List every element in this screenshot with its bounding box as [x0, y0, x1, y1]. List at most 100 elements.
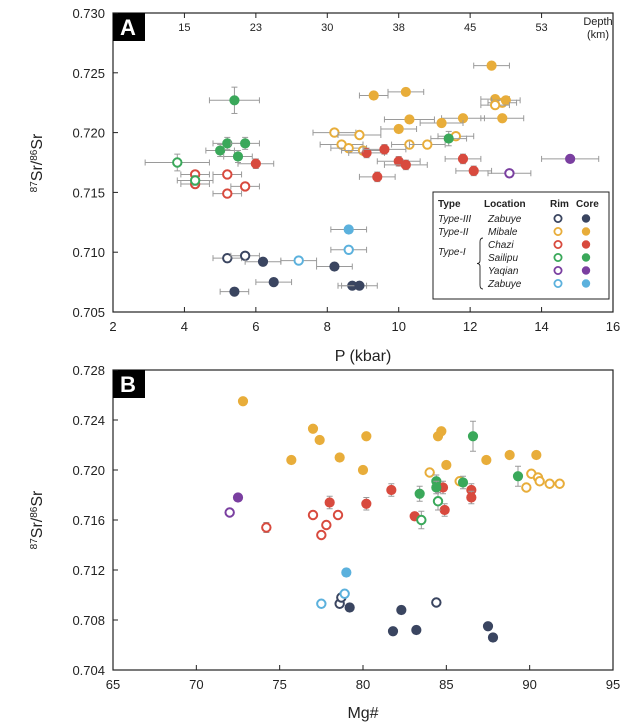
marker-filled: [215, 145, 226, 156]
marker-open: [316, 598, 327, 609]
legend-header: Location: [484, 199, 526, 210]
legend-location-label: Chazi: [488, 240, 514, 251]
data-point-sailipu-core: [414, 485, 425, 502]
data-point-mibale-rim: [521, 482, 532, 493]
panel-a-letter: A: [120, 15, 136, 40]
y-tick-label: 0.704: [72, 663, 105, 678]
data-point-chazi-core: [324, 495, 335, 510]
marker-open: [534, 476, 545, 487]
data-point-chazi-core: [444, 153, 482, 165]
marker-filled: [482, 621, 494, 632]
marker-open: [239, 250, 251, 261]
data-point-sailipu-core: [430, 130, 468, 147]
marker-filled: [565, 153, 576, 165]
data-point-chazi-core: [383, 159, 428, 171]
marker-filled: [441, 459, 452, 471]
data-point-sailipu-rim: [144, 153, 210, 172]
y-tick-label: 0.708: [72, 613, 105, 628]
panel-a-plot-area: [112, 12, 614, 313]
data-point-zabuye-rim: [280, 255, 318, 266]
marker-open: [329, 127, 340, 138]
data-point-sailipu-core: [512, 465, 524, 487]
data-point-mibale-core: [419, 117, 464, 129]
panel-b-ylabel: 87Sr/86Sr: [29, 490, 47, 549]
marker-open: [432, 496, 444, 507]
x-tick-label: 12: [463, 319, 477, 334]
marker-open: [431, 597, 442, 608]
marker-open: [489, 99, 501, 111]
legend-rim-marker: [553, 239, 563, 249]
x-tick-label: 14: [534, 319, 548, 334]
marker-filled: [468, 165, 479, 176]
data-point-mibale-rim: [554, 478, 565, 489]
marker-filled: [229, 286, 240, 297]
data-point-chazi-rim: [316, 529, 327, 541]
marker-filled: [324, 497, 335, 508]
x-tick-label: 90: [522, 677, 536, 692]
marker-filled: [414, 488, 425, 499]
legend-header: Type: [438, 199, 461, 210]
data-point-mibale-core: [237, 396, 249, 407]
marker-filled: [400, 159, 411, 170]
marker-open: [321, 519, 332, 531]
marker-filled: [512, 471, 524, 482]
marker-open: [222, 252, 233, 264]
data-point-mibale-core: [361, 431, 372, 442]
legend-location-label: Zabuye: [487, 214, 522, 225]
data-point-zabuye-core: [396, 604, 407, 616]
legend-core-marker: [581, 253, 591, 262]
x-tick-label: 70: [189, 677, 203, 692]
data-point-mibale-core: [441, 113, 485, 124]
marker-open: [416, 514, 427, 526]
legend-rim-marker: [553, 226, 563, 236]
panel-a-letter-bg: [113, 13, 145, 41]
data-point-chazi-core: [361, 497, 372, 511]
legend-location-label: Zabuye: [487, 279, 522, 290]
data-point-mibale-core: [286, 454, 297, 466]
data-point-yaqian-core: [541, 153, 600, 165]
marker-filled: [232, 492, 244, 503]
marker-filled: [341, 567, 352, 578]
marker-open: [172, 157, 183, 168]
data-point-mibale-rim: [312, 127, 357, 138]
data-point-zabuye-core: [341, 567, 352, 578]
data-point-mibale-core: [387, 86, 425, 98]
depth-axis-unit: (km): [587, 29, 609, 41]
panel-b-xlabel: Mg#: [347, 705, 378, 722]
data-point-sailipu-rim: [416, 510, 427, 530]
marker-filled: [344, 602, 355, 613]
marker-filled: [457, 477, 469, 488]
data-point-zabuye-core: [330, 224, 368, 235]
legend-location-label: Sailipu: [488, 253, 518, 264]
marker-filled: [481, 454, 492, 466]
data-point-yaqian-rim: [224, 507, 235, 518]
legend-rim-marker: [553, 278, 563, 288]
marker-filled: [361, 498, 372, 509]
x-tick-label: 75: [272, 677, 286, 692]
data-point-sailipu-core: [431, 480, 442, 495]
data-point-chazi-rim: [307, 509, 319, 521]
marker-filled: [531, 449, 542, 461]
data-point-zabuye-rim: [212, 252, 243, 264]
marker-filled: [334, 452, 345, 463]
data-point-mibale-core: [531, 449, 542, 461]
data-point-zabuye-core: [219, 286, 250, 297]
marker-filled: [237, 396, 249, 407]
marker-open: [222, 169, 233, 180]
marker-filled: [436, 426, 447, 437]
marker-filled: [396, 604, 407, 616]
legend-core-marker: [581, 266, 591, 275]
depth-tick-label: 53: [535, 22, 547, 34]
marker-open: [307, 509, 319, 521]
data-point-sailipu-core: [212, 136, 243, 150]
marker-open: [332, 509, 344, 521]
data-point-zabuye-rim: [316, 598, 327, 609]
y-tick-label: 0.720: [72, 126, 105, 141]
marker-open: [422, 139, 433, 150]
data-point-mibale-core: [481, 454, 492, 466]
legend-rim-marker: [553, 252, 563, 262]
panel-b-letter: B: [120, 372, 136, 397]
data-point-zabuye-core: [411, 624, 422, 636]
data-point-zabuye-rim: [339, 588, 350, 599]
data-point-yaqian-rim: [487, 168, 532, 179]
